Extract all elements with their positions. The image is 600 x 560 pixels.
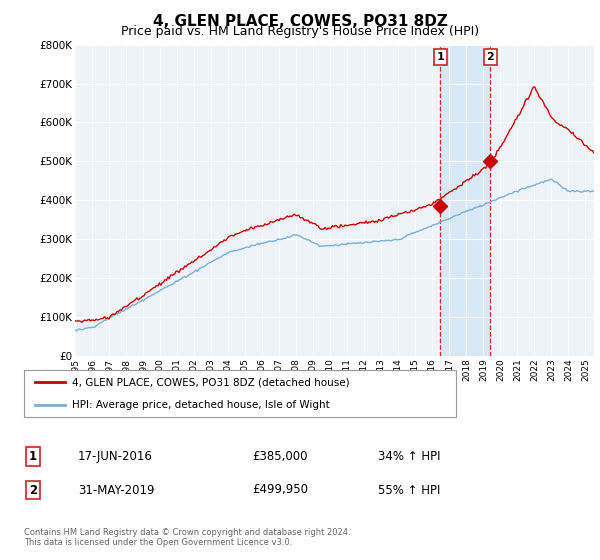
Text: 34% ↑ HPI: 34% ↑ HPI xyxy=(378,450,440,463)
Bar xyxy=(440,45,490,356)
Text: £385,000: £385,000 xyxy=(252,450,308,463)
Text: 4, GLEN PLACE, COWES, PO31 8DZ (detached house): 4, GLEN PLACE, COWES, PO31 8DZ (detached… xyxy=(71,377,349,388)
Text: 2: 2 xyxy=(487,52,494,62)
Text: 55% ↑ HPI: 55% ↑ HPI xyxy=(378,483,440,497)
Text: £499,950: £499,950 xyxy=(252,483,308,497)
Text: 1: 1 xyxy=(436,52,444,62)
Text: Contains HM Land Registry data © Crown copyright and database right 2024.
This d: Contains HM Land Registry data © Crown c… xyxy=(24,528,350,547)
Text: HPI: Average price, detached house, Isle of Wight: HPI: Average price, detached house, Isle… xyxy=(71,400,329,410)
Text: 17-JUN-2016: 17-JUN-2016 xyxy=(78,450,153,463)
Text: 4, GLEN PLACE, COWES, PO31 8DZ: 4, GLEN PLACE, COWES, PO31 8DZ xyxy=(152,14,448,29)
Text: 2: 2 xyxy=(29,483,37,497)
Text: Price paid vs. HM Land Registry's House Price Index (HPI): Price paid vs. HM Land Registry's House … xyxy=(121,25,479,38)
Text: 1: 1 xyxy=(29,450,37,463)
Text: 31-MAY-2019: 31-MAY-2019 xyxy=(78,483,155,497)
